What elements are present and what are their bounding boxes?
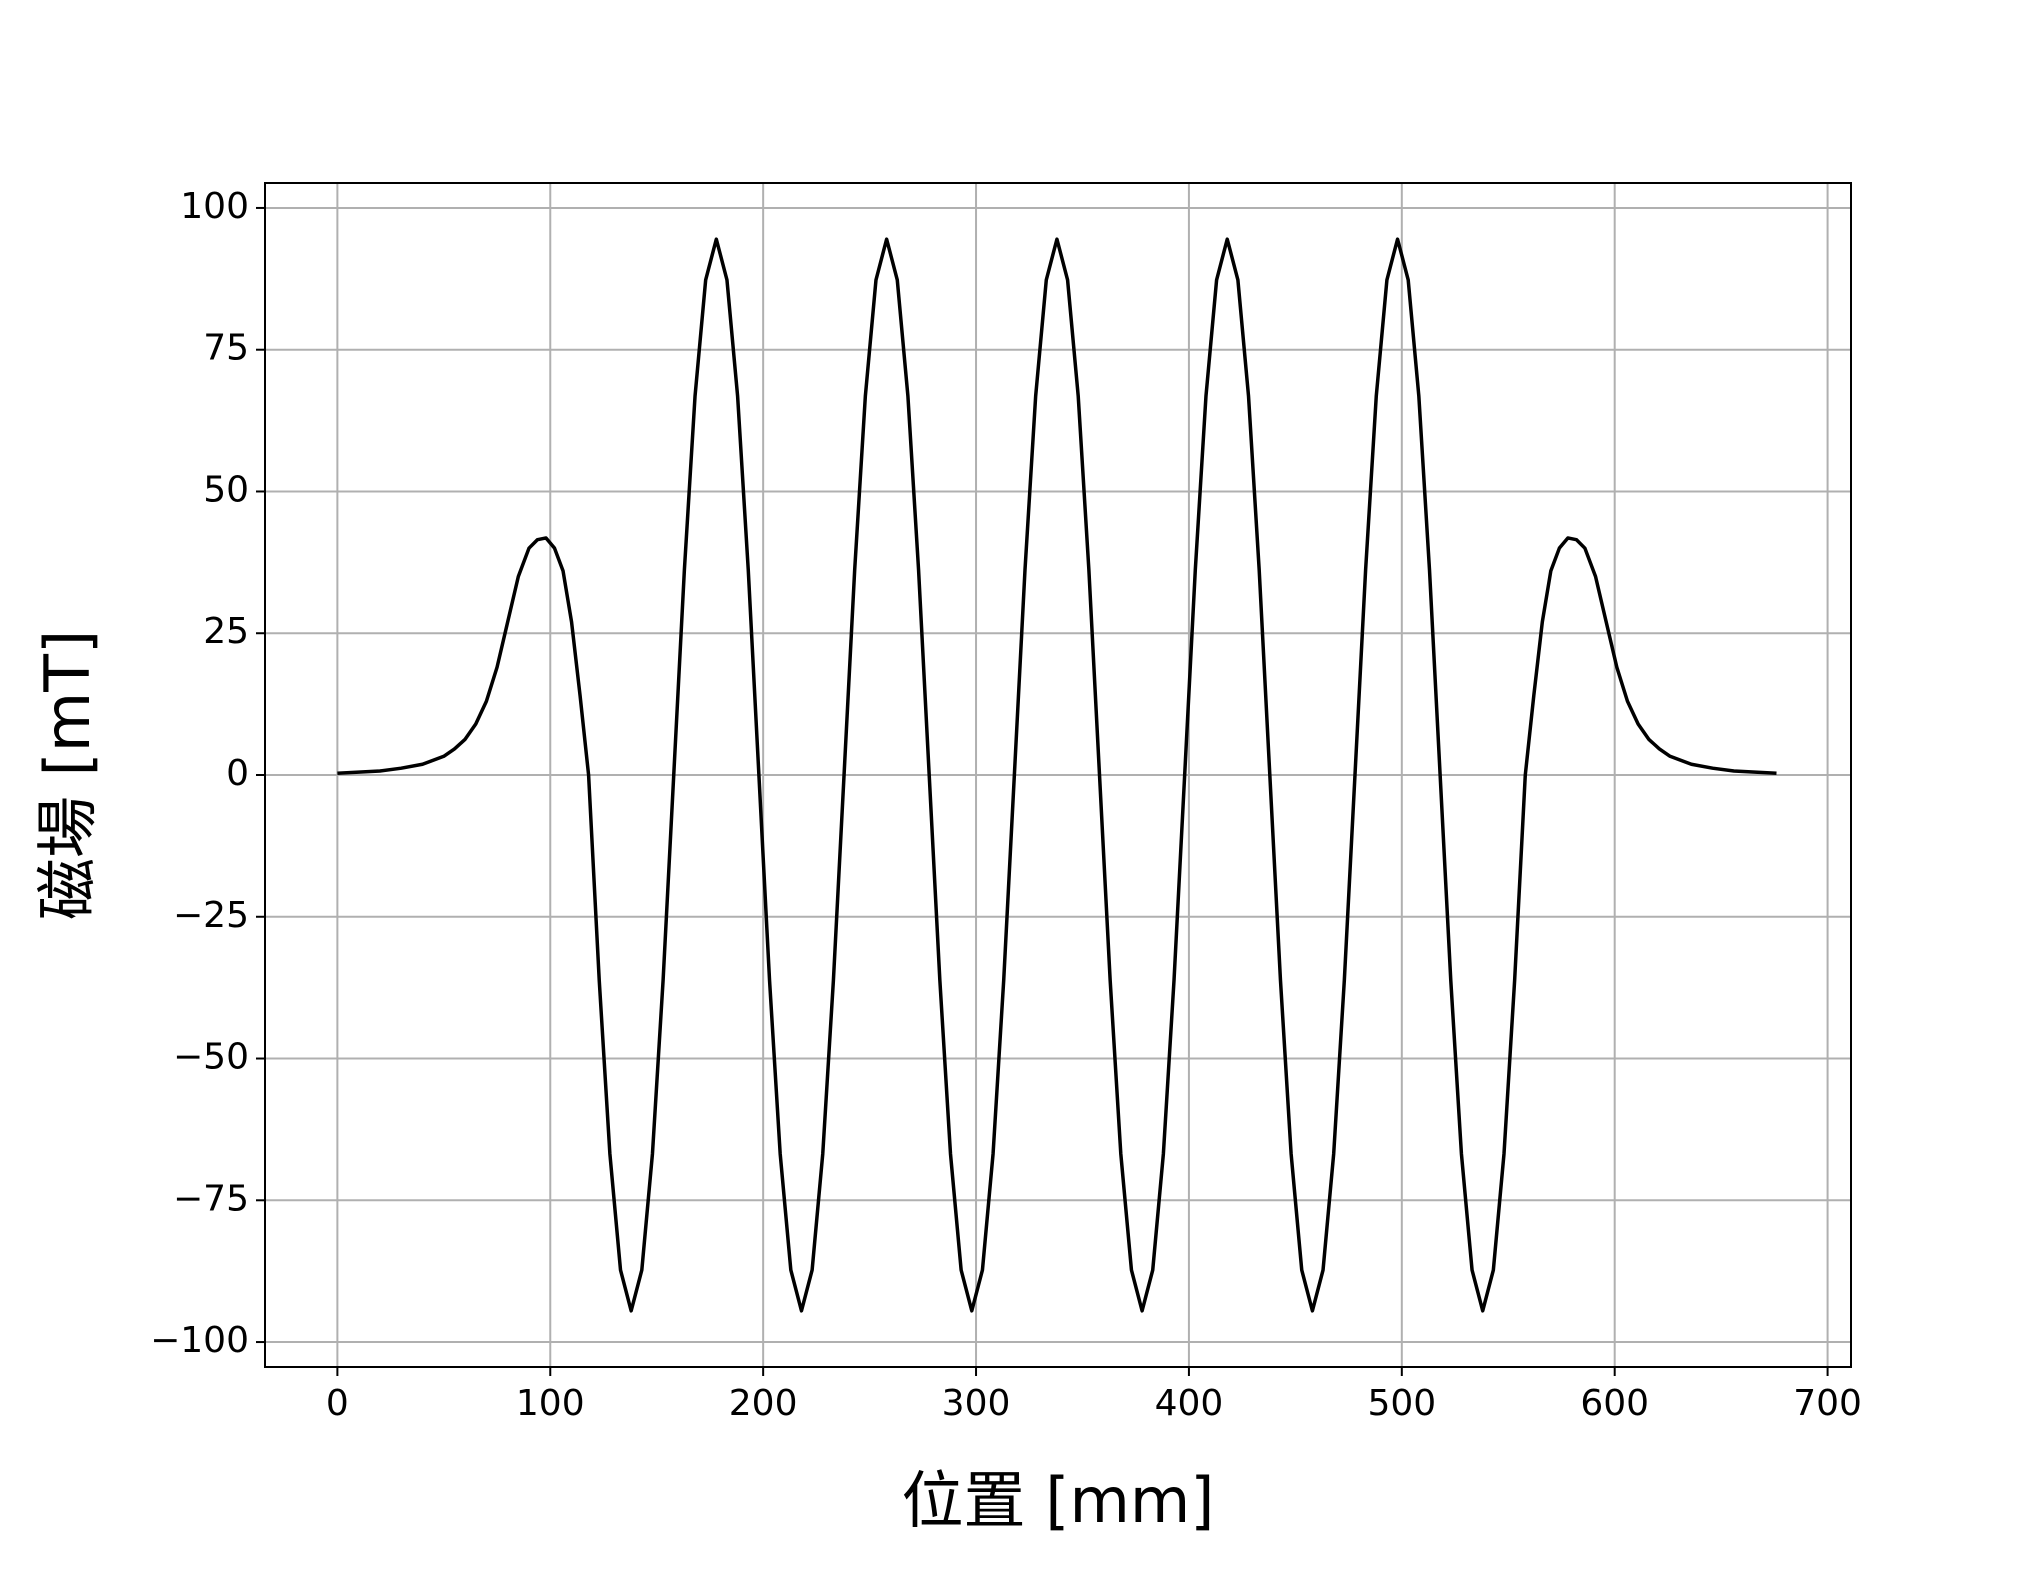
- y-tick-label: −100: [150, 1320, 249, 1361]
- y-tick-label: −50: [173, 1037, 249, 1078]
- x-tick-label: 500: [1367, 1383, 1436, 1424]
- x-tick-label: 700: [1793, 1383, 1862, 1424]
- y-tick-label: 75: [203, 328, 249, 369]
- y-tick-label: −75: [173, 1178, 249, 1219]
- x-tick-label: 0: [326, 1383, 349, 1424]
- y-tick-label: 25: [203, 611, 249, 652]
- x-axis-label: 位置 [mm]: [902, 1464, 1215, 1537]
- x-tick-label: 400: [1155, 1383, 1224, 1424]
- x-tick-label: 600: [1580, 1383, 1649, 1424]
- y-tick-label: 100: [180, 186, 249, 227]
- y-tick-label: −25: [173, 895, 249, 936]
- plot-frame: [264, 182, 1852, 1368]
- line: [337, 237, 1777, 1313]
- x-tick-label: 300: [942, 1383, 1011, 1424]
- y-tick-label: 0: [226, 753, 249, 794]
- y-axis-label: 磁場 [mT]: [31, 630, 104, 920]
- x-tick-label: 200: [729, 1383, 798, 1424]
- x-tick-label: 100: [516, 1383, 585, 1424]
- y-tick-label: 50: [203, 469, 249, 510]
